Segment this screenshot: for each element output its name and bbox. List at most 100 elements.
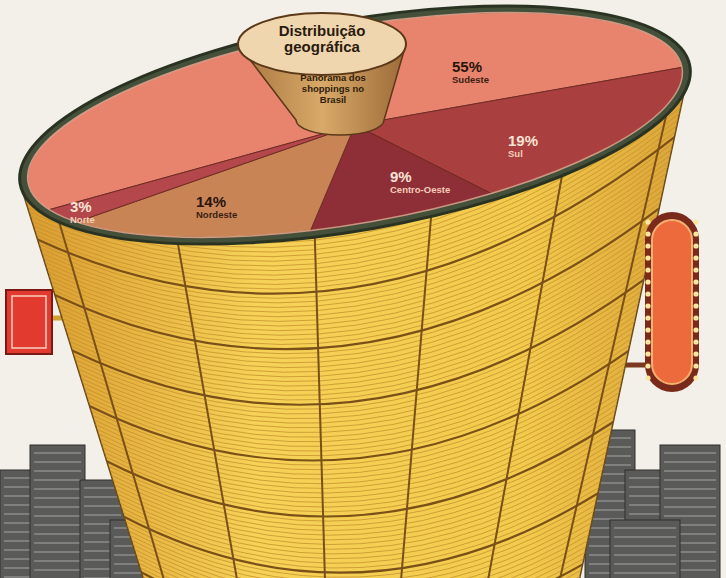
chart-subtitle: Panorama dosshoppings noBrasil bbox=[300, 72, 365, 105]
window-row bbox=[664, 452, 716, 454]
window-row bbox=[664, 497, 716, 499]
window-row bbox=[34, 461, 81, 463]
sign-light bbox=[693, 279, 698, 284]
window-row bbox=[34, 515, 81, 517]
sign-light bbox=[693, 327, 698, 332]
sign-light bbox=[645, 291, 650, 296]
window-row bbox=[34, 524, 81, 526]
text-line: Distribuição bbox=[279, 22, 366, 39]
window-row bbox=[614, 563, 676, 565]
facade-line bbox=[118, 470, 603, 554]
roof bbox=[2, 0, 708, 287]
facade-line bbox=[91, 357, 627, 465]
sign-light bbox=[645, 303, 650, 308]
window-row bbox=[34, 497, 81, 499]
sign-light bbox=[693, 255, 698, 260]
facade-column bbox=[59, 222, 170, 578]
facade-line bbox=[61, 232, 655, 368]
building bbox=[610, 520, 680, 578]
window-row bbox=[614, 527, 676, 529]
chart-title: Distribuiçãogeográfica bbox=[279, 22, 366, 55]
sign-light bbox=[645, 315, 650, 320]
facade-column bbox=[178, 244, 241, 578]
window-row bbox=[614, 572, 676, 574]
facade-line bbox=[130, 517, 593, 578]
facade-line bbox=[78, 303, 639, 423]
window-row bbox=[34, 560, 81, 562]
facade-line bbox=[144, 576, 580, 578]
value-label: 9% bbox=[390, 168, 412, 185]
window-row bbox=[84, 505, 121, 507]
cup-top bbox=[238, 13, 406, 75]
facade-line bbox=[117, 464, 605, 550]
window-row bbox=[614, 545, 676, 547]
sign-light bbox=[645, 267, 650, 272]
left-sign bbox=[6, 290, 52, 354]
window-row bbox=[34, 470, 81, 472]
facade-line bbox=[62, 238, 653, 372]
window-row bbox=[664, 461, 716, 463]
sign-light bbox=[645, 279, 650, 284]
window-row bbox=[34, 506, 81, 508]
facade-line bbox=[108, 428, 612, 521]
value-label: 3% bbox=[70, 198, 92, 215]
data-labels: 55%Sudeste19%Sul9%Centro-Oeste14%Nordest… bbox=[70, 58, 538, 225]
text-line: Brasil bbox=[320, 94, 346, 105]
facade-line bbox=[69, 268, 646, 396]
sign-light bbox=[645, 363, 650, 368]
sign-light bbox=[645, 255, 650, 260]
facade-line bbox=[140, 559, 584, 578]
facade-line bbox=[92, 363, 626, 470]
value-label: 55% bbox=[452, 58, 482, 75]
value-label: 14% bbox=[196, 193, 226, 210]
window-row bbox=[664, 479, 716, 481]
category-label: Nordeste bbox=[196, 209, 237, 220]
facade-column bbox=[315, 237, 326, 578]
text-line: geográfica bbox=[284, 38, 361, 55]
sign-light bbox=[693, 231, 698, 236]
facade-line bbox=[133, 529, 591, 578]
category-label: Norte bbox=[70, 214, 95, 225]
sign-light bbox=[645, 231, 650, 236]
window-row bbox=[84, 496, 121, 498]
window-row bbox=[34, 533, 81, 535]
facade-line bbox=[66, 256, 649, 386]
facade-line bbox=[63, 244, 651, 377]
roof-rim bbox=[2, 0, 708, 287]
sign-light bbox=[693, 339, 698, 344]
category-label: Sul bbox=[508, 148, 523, 159]
window-row bbox=[34, 542, 81, 544]
sign-light bbox=[693, 243, 698, 248]
floor-line bbox=[72, 280, 644, 405]
sign-light bbox=[645, 219, 650, 224]
sign-light bbox=[693, 267, 698, 272]
facade-line bbox=[71, 274, 646, 401]
title-cup: Distribuiçãogeográfica Panorama dosshoppi… bbox=[238, 13, 406, 135]
text-line: shoppings no bbox=[302, 83, 364, 94]
facade-line bbox=[126, 499, 597, 577]
window-row bbox=[34, 488, 81, 490]
roof-inner-rim bbox=[11, 0, 699, 279]
window-row bbox=[84, 514, 121, 516]
window-row bbox=[34, 452, 81, 454]
floor-line bbox=[124, 493, 598, 573]
facade-line bbox=[115, 458, 605, 545]
facade-line bbox=[139, 553, 586, 578]
sign-light bbox=[693, 303, 698, 308]
pie-slice bbox=[355, 67, 698, 214]
pie-slices bbox=[11, 0, 699, 279]
sign-light bbox=[645, 339, 650, 344]
left-sign-frame bbox=[12, 296, 46, 348]
category-label: Sudeste bbox=[452, 74, 489, 85]
window-row bbox=[664, 515, 716, 517]
window-row bbox=[664, 488, 716, 490]
value-label: 19% bbox=[508, 132, 538, 149]
facade-line bbox=[79, 309, 637, 428]
window-row bbox=[34, 569, 81, 571]
floor-line bbox=[107, 422, 614, 516]
building bbox=[30, 445, 85, 578]
sign-light bbox=[645, 375, 650, 380]
window-row bbox=[34, 479, 81, 481]
window-row bbox=[614, 536, 676, 538]
right-sign bbox=[652, 220, 692, 384]
